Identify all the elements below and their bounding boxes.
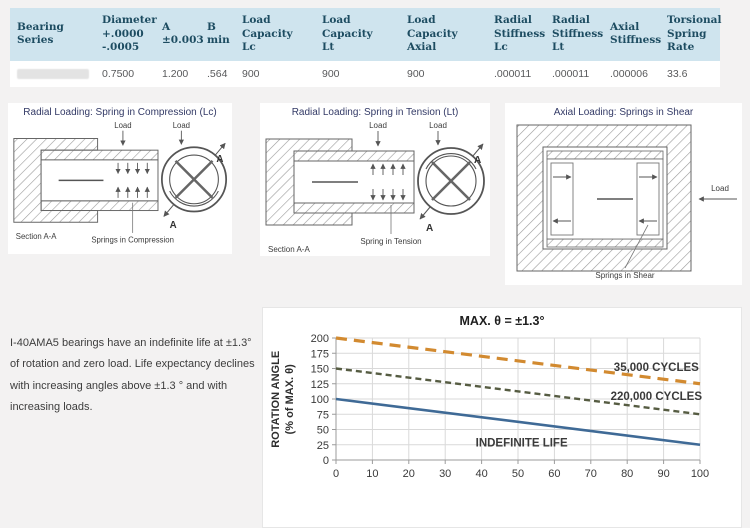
cell-a: 1.200	[162, 67, 189, 80]
indefinite-life-note: I-40AMA5 bearings have an indefinite lif…	[10, 337, 255, 414]
col-load-capacity-lc: Load Capacity Lc	[242, 14, 293, 54]
series-label: 35,000 CYCLES	[614, 362, 699, 374]
chart-title: MAX. θ = ±1.3°	[459, 314, 545, 328]
col-bearing-series: Bearing Series	[17, 20, 64, 47]
chart-body: ROTATION ANGLE (% of MAX. θ) 0 10 20 30 40 50…	[263, 333, 741, 528]
spring-tension-label: Spring in Tension	[360, 237, 421, 246]
svg-text:100: 100	[311, 394, 329, 406]
series-line	[335, 367, 701, 416]
section-aa-label: Section A-A	[16, 232, 57, 241]
series-line	[335, 397, 701, 447]
svg-text:20: 20	[403, 468, 415, 480]
svg-text:10: 10	[366, 468, 378, 480]
load-label-2: Load	[173, 121, 190, 130]
cell-axial-stiffness: .000006	[610, 67, 648, 80]
svg-text:75: 75	[317, 409, 329, 421]
diagram-axial-drawing: Load Springs in Shear	[516, 124, 737, 280]
springs-shear-label: Springs in Shear	[595, 271, 654, 280]
diagram-compression-panel: Radial Loading: Spring in Compression (L…	[8, 103, 232, 254]
svg-text:30: 30	[439, 468, 451, 480]
section-marker-a-top: A	[216, 154, 223, 165]
section-marker-a-top: A	[474, 155, 481, 166]
y-axis-label-line1: ROTATION ANGLE	[269, 350, 282, 448]
svg-text:90: 90	[657, 468, 669, 480]
svg-text:175: 175	[311, 348, 329, 360]
col-load-capacity-axial: Load Capacity Axial	[407, 14, 458, 54]
load-label-1: Load	[114, 121, 131, 130]
cell-b-min: .564	[207, 67, 228, 80]
spec-table-header: Bearing Series Diameter +.0000 -.0005 A …	[10, 8, 722, 61]
load-label-1: Load	[369, 121, 387, 130]
col-b-min: B min	[207, 20, 230, 47]
svg-text:60: 60	[548, 468, 560, 480]
col-a: A ±0.003	[162, 20, 204, 47]
spec-table-row: 0.7500 1.200 .564 900 900 900 .000011 .0…	[10, 60, 720, 87]
svg-text:80: 80	[621, 468, 633, 480]
cell-radial-stiffness-lt: .000011	[552, 67, 590, 80]
svg-text:40: 40	[475, 468, 487, 480]
cell-torsional-spring-rate: 33.6	[667, 67, 688, 80]
cell-radial-stiffness-lc: .000011	[494, 67, 532, 80]
col-axial-stiffness: Axial Stiffness	[610, 20, 662, 47]
svg-text:150: 150	[311, 364, 329, 376]
load-label-2: Load	[429, 121, 447, 130]
svg-text:50: 50	[317, 425, 329, 437]
col-load-capacity-lt: Load Capacity Lt	[322, 14, 373, 54]
col-radial-stiffness-lt: Radial Stiffness Lt	[552, 14, 604, 54]
diagram-compression-drawing: Load Load Springs in Compression Section…	[13, 121, 228, 245]
series-label: 220,000 CYCLES	[611, 391, 703, 403]
chart-plot-area: 0 10 20 30 40 50 60 70 80 90 100 0 25 50 75 100 125 150 17…	[303, 333, 741, 503]
series-line	[335, 336, 701, 386]
diagram-axial-panel: Axial Loading: Springs in Shear	[505, 103, 742, 285]
svg-text:50: 50	[512, 468, 524, 480]
diagram-tension-title: Radial Loading: Spring in Tension (Lt)	[291, 107, 459, 118]
svg-text:0: 0	[333, 468, 339, 480]
section-marker-a-bottom: A	[170, 220, 177, 231]
section-aa-label: Section A-A	[268, 245, 310, 254]
section-marker-a-bottom: A	[426, 223, 433, 234]
svg-text:200: 200	[311, 334, 329, 345]
diagram-tension-drawing: Load Load Spring in Tension Section A-A	[265, 121, 485, 254]
col-radial-stiffness-lc: Radial Stiffness Lc	[494, 14, 546, 54]
diagram-axial-title: Axial Loading: Springs in Shear	[553, 107, 694, 118]
col-torsional-spring-rate: Torsional Spring Rate	[667, 14, 722, 54]
cell-load-capacity-axial: 900	[407, 67, 425, 80]
diagram-tension-panel: Radial Loading: Spring in Tension (Lt) L…	[260, 103, 490, 256]
springs-compression-label: Springs in Compression	[91, 236, 174, 245]
col-diameter: Diameter +.0000 -.0005	[102, 14, 157, 54]
life-chart-svg: 0 10 20 30 40 50 60 70 80 90 100 0 25 50 75 100 125 150 17…	[311, 333, 710, 480]
y-axis-label: ROTATION ANGLE (% of MAX. θ)	[263, 334, 303, 464]
svg-text:70: 70	[585, 468, 597, 480]
svg-text:0: 0	[323, 455, 329, 467]
bearing-spec-table: Bearing Series Diameter +.0000 -.0005 A …	[10, 8, 722, 87]
svg-text:25: 25	[317, 440, 329, 452]
load-label: Load	[711, 184, 729, 193]
series-label: INDEFINITE LIFE	[476, 438, 568, 450]
cell-load-capacity-lt: 900	[322, 67, 340, 80]
cell-load-capacity-lc: 900	[242, 67, 260, 80]
diagram-compression-title: Radial Loading: Spring in Compression (L…	[23, 107, 217, 118]
svg-text:125: 125	[311, 379, 329, 391]
y-axis-label-line2: (% of MAX. θ)	[284, 363, 296, 435]
cell-bearing-series	[10, 61, 95, 87]
svg-text:100: 100	[691, 468, 709, 480]
cell-diameter: 0.7500	[102, 67, 135, 80]
life-chart-panel: MAX. θ = ±1.3° ROTATION ANGLE (% of MAX.…	[262, 307, 742, 528]
redacted-series-name	[17, 68, 89, 79]
